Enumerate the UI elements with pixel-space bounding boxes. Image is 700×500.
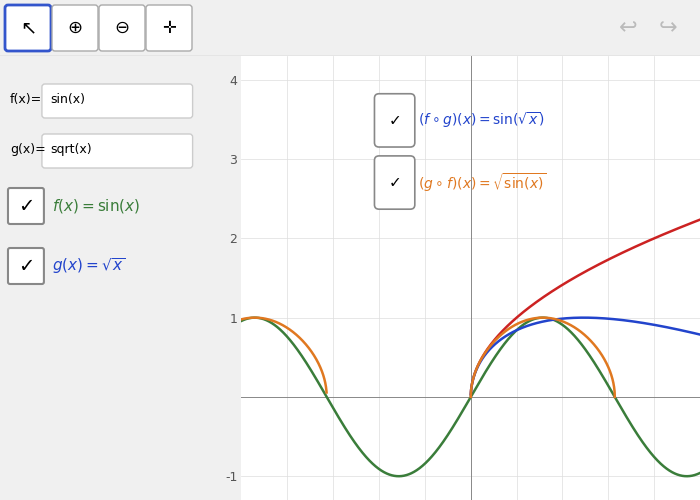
- Text: $(g \circ f)(x) = \sqrt{\sin(x)}$: $(g \circ f)(x) = \sqrt{\sin(x)}$: [418, 171, 547, 194]
- Text: ✛: ✛: [162, 19, 176, 37]
- Text: $f(x)=\sin(x)$: $f(x)=\sin(x)$: [52, 197, 140, 215]
- Text: $g(x)=\sqrt{x}$: $g(x)=\sqrt{x}$: [52, 256, 126, 276]
- Text: sqrt(x): sqrt(x): [50, 144, 92, 156]
- FancyBboxPatch shape: [146, 5, 192, 51]
- Text: sin(x): sin(x): [50, 94, 85, 106]
- Text: ✓: ✓: [18, 196, 34, 216]
- FancyBboxPatch shape: [42, 84, 193, 118]
- Text: $(f \circ g)(x) = \sin(\sqrt{x})$: $(f \circ g)(x) = \sin(\sqrt{x})$: [418, 110, 545, 130]
- Text: f(x)=: f(x)=: [10, 94, 42, 106]
- FancyBboxPatch shape: [374, 94, 415, 147]
- Text: ⊕: ⊕: [67, 19, 83, 37]
- FancyBboxPatch shape: [52, 5, 98, 51]
- Text: ↩: ↩: [619, 18, 637, 38]
- FancyBboxPatch shape: [99, 5, 145, 51]
- FancyBboxPatch shape: [8, 248, 44, 284]
- Text: ✓: ✓: [389, 175, 401, 190]
- Text: ✓: ✓: [389, 113, 401, 128]
- Text: ⊖: ⊖: [114, 19, 130, 37]
- FancyBboxPatch shape: [42, 134, 193, 168]
- Text: ↪: ↪: [659, 18, 678, 38]
- FancyBboxPatch shape: [5, 5, 51, 51]
- Text: ↖: ↖: [20, 18, 36, 38]
- FancyBboxPatch shape: [8, 188, 44, 224]
- Text: g(x)=: g(x)=: [10, 144, 46, 156]
- FancyBboxPatch shape: [374, 156, 415, 209]
- Text: ✓: ✓: [18, 256, 34, 276]
